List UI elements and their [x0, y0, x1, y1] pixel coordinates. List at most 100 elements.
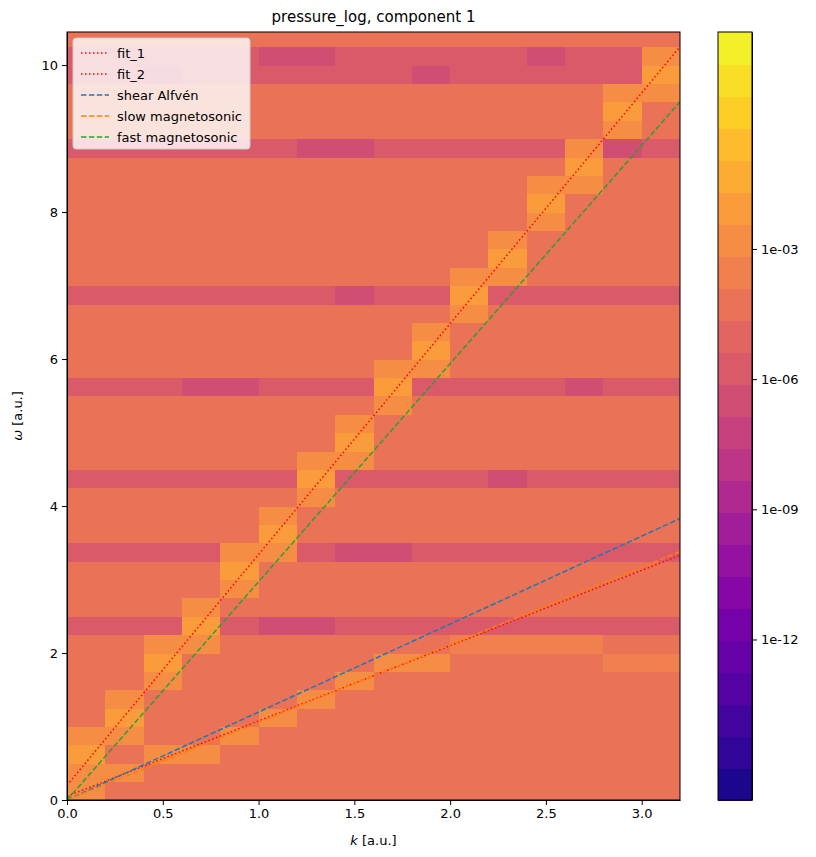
heatmap-cell [259, 359, 298, 378]
heatmap-cell [374, 120, 413, 139]
heatmap-cell [259, 230, 298, 249]
heatmap-cell [412, 414, 451, 433]
heatmap-cell [642, 194, 680, 213]
heatmap-cell [374, 469, 413, 488]
heatmap-cell [603, 396, 642, 415]
heatmap-cell [565, 212, 604, 231]
heatmap-cell [144, 635, 183, 654]
heatmap-cell [67, 616, 106, 635]
heatmap-cell [105, 157, 144, 176]
heatmap-cell [374, 451, 413, 470]
heatmap-cell [144, 469, 183, 488]
heatmap-cell [182, 690, 221, 709]
heatmap-cell [67, 433, 106, 452]
heatmap-cell [374, 763, 413, 782]
heatmap-cell [603, 782, 642, 800]
heatmap-cell [603, 598, 642, 617]
heatmap-cell [450, 47, 489, 66]
heatmap-cell [527, 616, 566, 635]
heatmap-cell [259, 194, 298, 213]
heatmap-cell [565, 414, 604, 433]
heatmap-cell [412, 598, 451, 617]
chart-root: 0.00.51.01.52.02.53.00246810pressure_log… [0, 0, 816, 857]
colorbar-tick: 1e-03 [752, 242, 799, 257]
heatmap-cell [565, 580, 604, 599]
heatmap-cell [335, 396, 374, 415]
heatmap-cell [374, 102, 413, 121]
heatmap-cell [297, 635, 336, 654]
heatmap-cell [105, 506, 144, 525]
heatmap-cell [335, 543, 374, 562]
heatmap-cell [374, 580, 413, 599]
heatmap-cell [527, 120, 566, 139]
x-tick: 2.0 [440, 800, 461, 821]
heatmap-cell [450, 690, 489, 709]
heatmap-cell [297, 598, 336, 617]
heatmap-cell [642, 469, 680, 488]
heatmap-cell [259, 47, 298, 66]
heatmap-cell [105, 267, 144, 286]
heatmap-cell [144, 396, 183, 415]
heatmap-cell [297, 671, 336, 690]
heatmap-cell [374, 230, 413, 249]
heatmap-cell [412, 65, 451, 84]
heatmap-cell [642, 212, 680, 231]
colorbar [718, 32, 752, 801]
colorbar-band [718, 32, 752, 65]
heatmap-cell [412, 782, 451, 800]
heatmap-cell [182, 727, 221, 746]
heatmap-cell [259, 451, 298, 470]
y-tick: 6 [50, 352, 67, 367]
heatmap-cell [450, 469, 489, 488]
heatmap-cell [642, 230, 680, 249]
heatmap-cell [527, 157, 566, 176]
colorbar-band [718, 160, 752, 193]
heatmap-cell [259, 341, 298, 360]
series-line [67, 47, 680, 786]
plot-area [67, 32, 680, 800]
heatmap-cell [105, 194, 144, 213]
heatmap-cell [220, 451, 259, 470]
heatmap-cell [603, 616, 642, 635]
colorbar-band [718, 64, 752, 97]
heatmap-cell [182, 414, 221, 433]
heatmap-cell [488, 230, 527, 249]
heatmap-cell [220, 194, 259, 213]
legend-label: slow magnetosonic [117, 109, 242, 124]
heatmap-cell [220, 286, 259, 305]
heatmap-cell [335, 157, 374, 176]
heatmap-cell [259, 322, 298, 341]
heatmap-cell [259, 249, 298, 268]
heatmap-cell [603, 341, 642, 360]
heatmap-cell [565, 727, 604, 746]
heatmap-cell [412, 47, 451, 66]
heatmap-cell [565, 745, 604, 764]
heatmap-cell [412, 451, 451, 470]
heatmap-cell [335, 598, 374, 617]
heatmap-cell [450, 708, 489, 727]
heatmap-cell [488, 65, 527, 84]
heatmap-cell [565, 249, 604, 268]
heatmap-cell [374, 304, 413, 323]
heatmap-cell [144, 157, 183, 176]
heatmap-cell [259, 727, 298, 746]
heatmap-cell [412, 102, 451, 121]
heatmap-cell [105, 322, 144, 341]
heatmap-cell [182, 543, 221, 562]
heatmap-cell [297, 727, 336, 746]
heatmap-cell [182, 469, 221, 488]
heatmap-cell [335, 194, 374, 213]
x-tick: 0.5 [153, 800, 174, 821]
heatmap-cell [527, 47, 566, 66]
heatmap-cell [642, 433, 680, 452]
heatmap-cell [67, 286, 106, 305]
heatmap-cell [67, 671, 106, 690]
heatmap-cell [182, 635, 221, 654]
heatmap-cell [182, 286, 221, 305]
heatmap-cell [565, 635, 604, 654]
x-tick: 3.0 [632, 800, 653, 821]
y-tick-label: 0 [50, 793, 58, 808]
heatmap-cell [603, 433, 642, 452]
heatmap-cell [259, 598, 298, 617]
heatmap-cell [642, 304, 680, 323]
